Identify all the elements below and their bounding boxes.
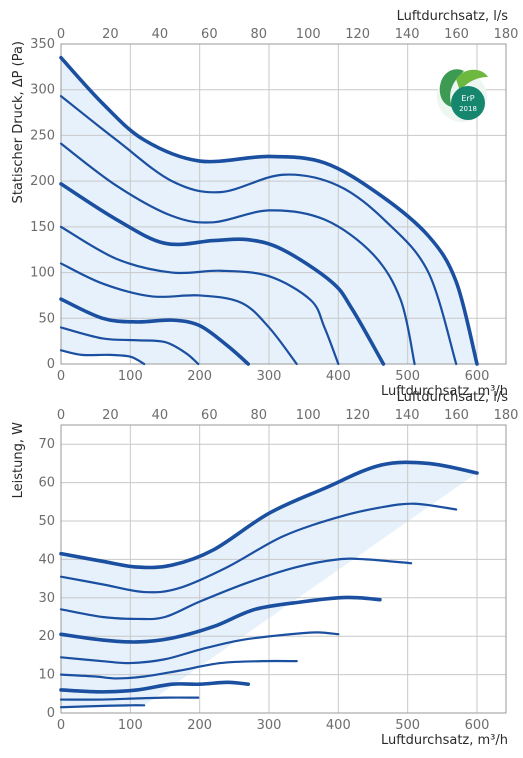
x2-tick-label: 60 xyxy=(201,27,218,42)
plot-frame xyxy=(60,424,507,714)
x2-tick-label: 160 xyxy=(444,408,469,423)
x2-tick-label: 0 xyxy=(57,408,65,423)
x-axis-title: Luftdurchsatz, m³/h xyxy=(381,733,508,748)
x2-tick-label: 20 xyxy=(102,27,119,42)
y-tick-label: 50 xyxy=(38,311,55,326)
x2-tick-label: 40 xyxy=(152,408,169,423)
badge-text: ErP xyxy=(461,94,474,103)
x2-tick-label: 100 xyxy=(296,27,321,42)
curve-9 xyxy=(59,349,146,366)
curve-4 xyxy=(59,595,382,644)
badge-year: 2018 xyxy=(459,105,477,113)
y-tick-label: 0 xyxy=(47,357,55,372)
y-tick-label: 70 xyxy=(38,437,55,452)
x2-tick-label: 0 xyxy=(57,27,65,42)
x2-tick-label: 40 xyxy=(152,27,169,42)
curve-4 xyxy=(59,182,386,366)
x2-tick-label: 80 xyxy=(251,408,268,423)
x-tick-label: 400 xyxy=(326,718,351,733)
curve-2 xyxy=(59,95,458,366)
x2-axis-title: Luftdurchsatz, l/s xyxy=(397,9,509,24)
x-tick-label: 100 xyxy=(118,718,143,733)
curve-1 xyxy=(59,55,479,366)
x2-tick-label: 160 xyxy=(444,27,469,42)
x-tick-label: 200 xyxy=(187,369,212,384)
curve-2 xyxy=(59,502,458,594)
curve-3 xyxy=(59,557,413,621)
y-tick-label: 30 xyxy=(38,591,55,606)
curve-7 xyxy=(59,297,250,366)
curve-8 xyxy=(59,696,200,701)
y-tick-label: 100 xyxy=(30,266,55,281)
x-tick-label: 300 xyxy=(257,369,282,384)
y-axis-title: Statischer Druck, ΔP (Pa) xyxy=(11,41,26,203)
x-tick-label: 600 xyxy=(465,718,490,733)
x2-tick-label: 180 xyxy=(494,408,519,423)
x2-tick-label: 20 xyxy=(102,408,119,423)
x-axis-title: Luftdurchsatz, m³/h xyxy=(381,384,508,399)
x-tick-label: 300 xyxy=(257,718,282,733)
y-tick-label: 150 xyxy=(30,220,55,235)
x2-tick-label: 80 xyxy=(251,27,268,42)
x-tick-label: 0 xyxy=(57,369,65,384)
x2-tick-label: 140 xyxy=(395,408,420,423)
x2-tick-label: 60 xyxy=(201,408,218,423)
y-tick-label: 50 xyxy=(38,514,55,529)
curve-6 xyxy=(59,262,298,366)
curve-1 xyxy=(59,460,479,570)
x-tick-label: 500 xyxy=(395,718,420,733)
x2-axis-title: Luftdurchsatz, l/s xyxy=(397,390,509,405)
curve-5 xyxy=(59,225,340,366)
y-tick-label: 0 xyxy=(47,706,55,721)
y-tick-label: 40 xyxy=(38,552,55,567)
erp-badge: ErP 2018 xyxy=(437,69,488,122)
y-tick-label: 200 xyxy=(30,174,55,189)
y-tick-label: 20 xyxy=(38,629,55,644)
badge-disc xyxy=(451,86,485,120)
curve-9 xyxy=(59,704,146,709)
y-axis-title: Leistung, W xyxy=(11,422,26,498)
curve-8 xyxy=(59,326,200,366)
x-tick-label: 500 xyxy=(395,369,420,384)
x-tick-label: 100 xyxy=(118,369,143,384)
x2-tick-label: 120 xyxy=(345,408,370,423)
x-tick-label: 400 xyxy=(326,369,351,384)
y-tick-label: 250 xyxy=(30,128,55,143)
curve-5 xyxy=(59,631,340,665)
y-tick-label: 300 xyxy=(30,83,55,98)
x-tick-label: 200 xyxy=(187,718,212,733)
x2-tick-label: 120 xyxy=(345,27,370,42)
x2-tick-label: 140 xyxy=(395,27,420,42)
y-tick-label: 350 xyxy=(30,37,55,52)
curve-7 xyxy=(59,680,250,694)
y-tick-label: 10 xyxy=(38,668,55,683)
plot-frame xyxy=(60,43,507,365)
x2-tick-label: 100 xyxy=(296,408,321,423)
x-tick-label: 0 xyxy=(57,718,65,733)
x2-tick-label: 180 xyxy=(494,27,519,42)
y-tick-label: 60 xyxy=(38,476,55,491)
leaf-icon xyxy=(439,69,464,107)
x-tick-label: 600 xyxy=(465,369,490,384)
curve-3 xyxy=(59,142,416,366)
leaf-icon xyxy=(456,69,488,91)
curve-6 xyxy=(59,659,298,680)
